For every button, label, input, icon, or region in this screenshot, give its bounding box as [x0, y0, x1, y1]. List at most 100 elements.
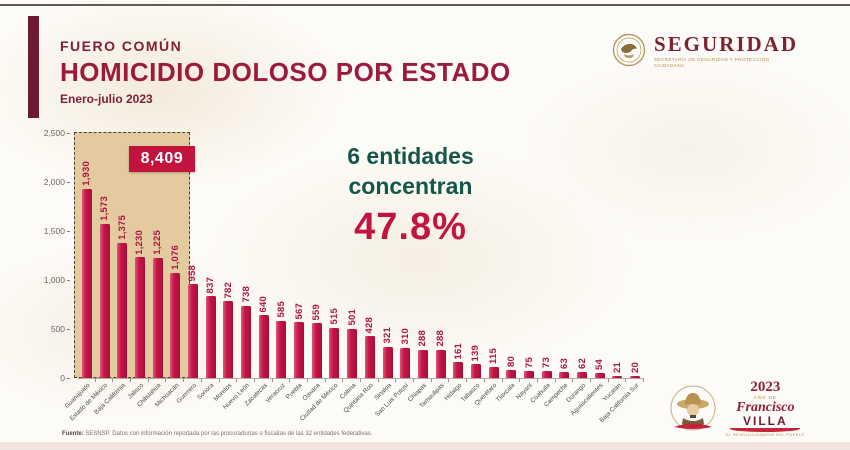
- top-border-line: [0, 4, 850, 6]
- bar-value-label: 288: [435, 330, 447, 347]
- source-label: Fuente:: [62, 431, 84, 437]
- bar-value-label: 321: [382, 327, 394, 344]
- bar-slot: 1,573 Estado de México: [69, 133, 114, 422]
- bar: [400, 347, 411, 378]
- bar-value-label: 115: [488, 347, 500, 364]
- plot-area: 8,409 1,930 Guanajuato 1,573 Estado de Méxi…: [64, 132, 644, 424]
- bar-value-label: 640: [258, 295, 270, 313]
- bar: [541, 370, 552, 378]
- bar-slot: 161 Hidalgo: [443, 133, 467, 402]
- y-axis: 0 500 1,000 1,500 2,000 2,500: [30, 128, 74, 383]
- bar-slot: 782 Morelos: [213, 133, 238, 403]
- bar-value-label: 1,230: [134, 229, 146, 255]
- bar-slot: 958 Guerrero: [175, 133, 202, 405]
- bar: [577, 371, 588, 378]
- x-category-label: Aguascalientes: [569, 382, 605, 418]
- annotation-percent: 47.8%: [354, 205, 467, 248]
- bar-slot: 428 Quintana Roo: [342, 133, 379, 414]
- bar-slot: 139 Tabasco: [459, 133, 485, 404]
- bar: [117, 243, 128, 378]
- bar: [524, 370, 535, 378]
- bar-slot: 1,230 Jalisco: [126, 133, 149, 401]
- bar-value-label: 62: [576, 357, 588, 369]
- villa-first-name: Francisco: [736, 400, 795, 416]
- bar-slot: 1,076 Michoacán: [154, 133, 184, 408]
- bar: [488, 366, 499, 378]
- bar: [559, 371, 570, 378]
- bar-value-label: 782: [222, 281, 234, 299]
- bar: [612, 375, 623, 378]
- bar: [241, 305, 252, 378]
- bar-value-label: 310: [399, 328, 411, 345]
- bar: [170, 272, 181, 378]
- bar-value-label: 567: [293, 302, 305, 320]
- bar-value-label: 501: [346, 309, 358, 326]
- bar-value-label: 585: [275, 301, 287, 318]
- bar-slot: 1,930 Guanajuato: [64, 133, 96, 410]
- bar: [470, 364, 481, 378]
- bottom-band: [0, 442, 850, 450]
- bar-value-label: 21: [611, 361, 623, 373]
- villa-logo-text: 2023 año de Francisco VILLA El revolucio…: [726, 378, 805, 438]
- bar-value-label: 1,225: [152, 230, 164, 255]
- bar-value-label: 139: [470, 344, 482, 362]
- bar-value-label: 20: [629, 362, 641, 374]
- bar-value-label: 73: [541, 356, 553, 368]
- bar-slot: 115 Querétaro: [474, 133, 503, 407]
- eagle-seal-icon: [612, 34, 646, 67]
- bar-value-label: 559: [311, 303, 323, 321]
- annotation-line2: concentran: [348, 172, 473, 199]
- bar-slot: 80 Tlaxcala: [495, 133, 521, 404]
- bar-value-label: 1,076: [169, 244, 181, 270]
- bar-slot: 288 Tamaulipas: [418, 133, 450, 409]
- villa-swoosh: [730, 428, 801, 433]
- bar-slot: 288 Chiapas: [407, 133, 432, 403]
- francisco-villa-logo: 2023 año de Francisco VILLA El revolucio…: [666, 378, 826, 438]
- bar-slot: 21 Yucatán: [601, 133, 627, 403]
- villa-prefix: año de: [753, 394, 777, 400]
- bar-slot: 62 Durango: [565, 133, 591, 404]
- source-footnote: Fuente: SESNSP. Datos con información re…: [62, 431, 372, 437]
- bar-slot: 567 Puebla: [285, 133, 308, 401]
- header: FUERO COMÚN HOMICIDIO DOLOSO POR ESTADO …: [60, 38, 511, 106]
- annotation-line1: 6 entidades: [347, 143, 474, 169]
- bar: [435, 349, 446, 378]
- bar: [347, 328, 358, 378]
- bar: [152, 257, 163, 378]
- bar-value-label: 161: [452, 342, 464, 360]
- bar-slot: 63 Campeche: [543, 133, 574, 408]
- villa-portrait-icon: [670, 385, 716, 431]
- bar: [417, 349, 428, 378]
- bar-slot: 310 San Luis Potosí: [374, 133, 414, 418]
- y-tick-label: 1,000: [44, 275, 70, 285]
- bar-value-label: 1,375: [116, 215, 128, 241]
- bar: [99, 223, 110, 378]
- villa-caption: El revolucionario del pueblo: [726, 433, 805, 438]
- bar: [594, 372, 605, 378]
- annotation: 6 entidades concentran 47.8%: [318, 142, 503, 249]
- villa-year: 2023: [750, 378, 781, 395]
- bar-slot: 1,375 Baja California: [93, 133, 131, 416]
- bar-slot: 640 Zacatecas: [243, 133, 273, 408]
- highlight-total-badge: 8,409: [128, 146, 196, 172]
- villa-last-name: VILLA: [743, 414, 788, 429]
- bar-slot: 321 Sinaloa: [373, 133, 397, 402]
- seguridad-subtitle: Secretaría de Seguridad y Protección Ciu…: [653, 57, 770, 68]
- bar-slot: 837 Sonora: [196, 133, 220, 401]
- bar: [81, 188, 92, 378]
- seguridad-logo-text: SEGURIDAD Secretaría de Seguridad y Prot…: [654, 32, 798, 68]
- bar: [134, 257, 145, 378]
- bar-value-label: 1,930: [81, 161, 93, 186]
- bar: [364, 336, 375, 378]
- bar-value-label: 515: [328, 308, 340, 325]
- bar-slot: 501 Colima: [338, 133, 361, 401]
- bar: [294, 322, 305, 378]
- y-tick-label: 1,500: [44, 226, 70, 236]
- bar-slot: 585 Veracruz: [264, 133, 291, 405]
- x-category-label: Tlaxcala: [494, 382, 517, 404]
- y-tick-label: 2,000: [44, 177, 70, 187]
- page-title: HOMICIDIO DOLOSO POR ESTADO: [60, 57, 511, 87]
- bar-value-label: 837: [205, 276, 217, 293]
- bar-slot: 515 Ciudad de México: [299, 133, 344, 423]
